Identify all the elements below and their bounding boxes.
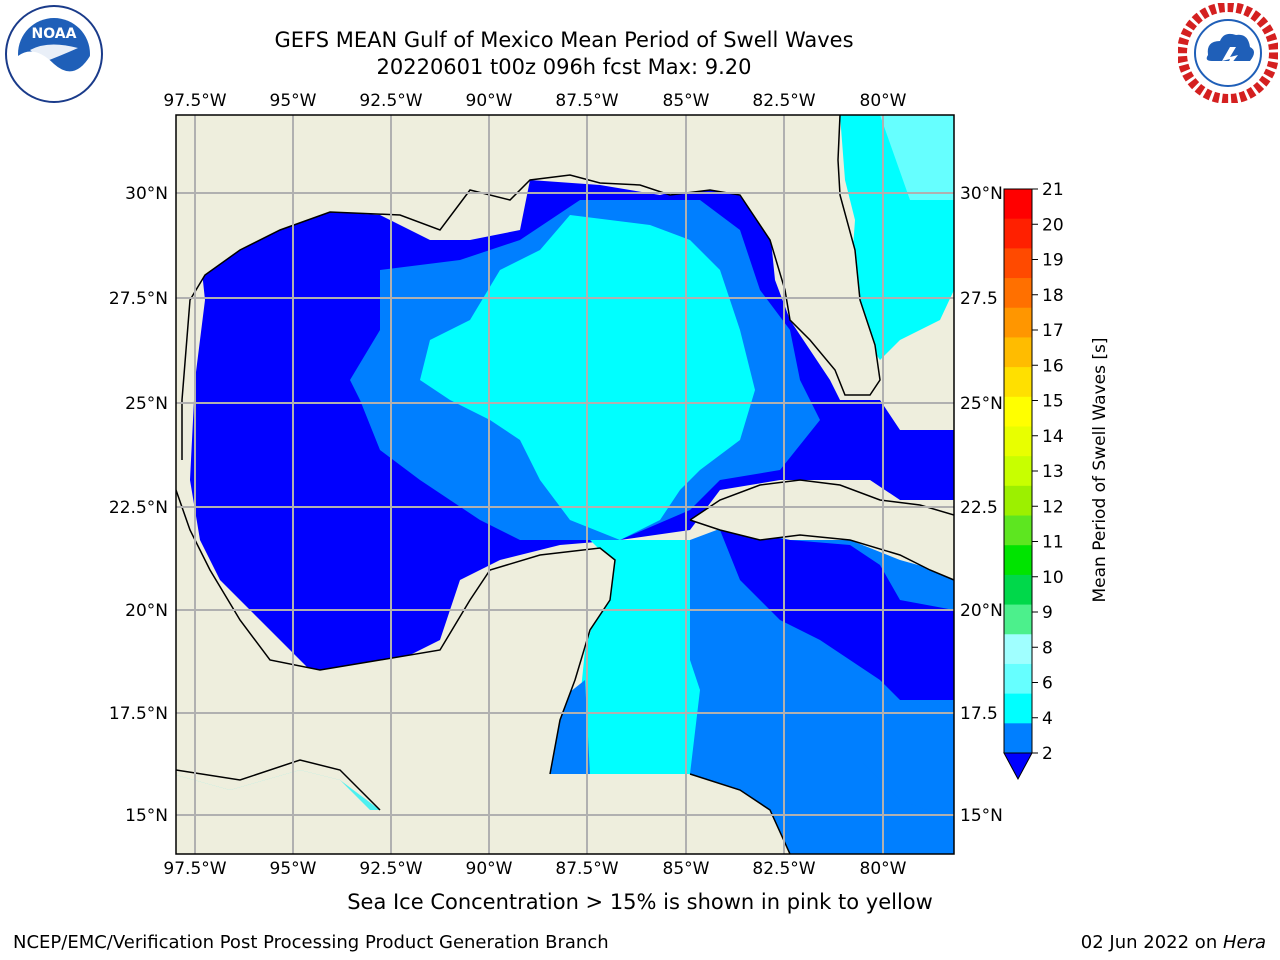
colorbar-segment bbox=[1004, 337, 1032, 368]
footer-date: 02 Jun 2022 on Hera bbox=[1081, 932, 1266, 953]
colorbar-segment bbox=[1004, 218, 1032, 249]
lon-label: 85°W bbox=[663, 859, 710, 879]
colorbar-label: Mean Period of Swell Waves [s] bbox=[1090, 338, 1110, 603]
lon-label: 90°W bbox=[466, 859, 513, 879]
lat-label: 25°N bbox=[125, 394, 168, 414]
lat-label: 25°N bbox=[960, 394, 1003, 414]
lon-label: 92.5°W bbox=[359, 91, 422, 111]
lat-label: 27.5°N bbox=[109, 289, 168, 309]
lat-label: 27.5 bbox=[960, 289, 998, 309]
lon-label: 87.5°W bbox=[555, 859, 618, 879]
colorbar-segment bbox=[1004, 307, 1032, 338]
lat-label: 22.5°N bbox=[109, 498, 168, 518]
colorbar-tick-label: 8 bbox=[1042, 638, 1053, 658]
lat-label: 30°N bbox=[960, 184, 1003, 204]
colorbar-segment bbox=[1004, 515, 1032, 546]
lon-label: 90°W bbox=[466, 91, 513, 111]
colorbar-segment bbox=[1004, 456, 1032, 487]
colorbar-tick-label: 6 bbox=[1042, 674, 1053, 694]
noaa-logo-text: NOAA bbox=[32, 26, 77, 42]
lon-label: 95°W bbox=[270, 859, 317, 879]
colorbar-tick-label: 11 bbox=[1042, 533, 1064, 553]
colorbar-extend-arrow bbox=[1003, 752, 1033, 781]
map-subtitle: 20220601 t00z 096h fcst Max: 9.20 bbox=[376, 55, 752, 79]
colorbar-segment bbox=[1004, 248, 1032, 279]
colorbar-tick-label: 15 bbox=[1042, 392, 1064, 412]
colorbar-segment bbox=[1004, 604, 1032, 635]
map-grid bbox=[176, 115, 954, 854]
colorbar-segment bbox=[1004, 545, 1032, 576]
colorbar-segment bbox=[1004, 574, 1032, 606]
colorbar-segment bbox=[1004, 634, 1032, 665]
lat-label: 30°N bbox=[125, 184, 168, 204]
lat-label: 15°N bbox=[125, 806, 168, 826]
nws-logo bbox=[1178, 3, 1278, 103]
footer-date-text: 02 Jun 2022 on bbox=[1080, 932, 1223, 953]
colorbar-tick-label: 2 bbox=[1042, 744, 1053, 764]
colorbar-tick-label: 4 bbox=[1042, 709, 1053, 729]
lat-labels-right: 30°N 27.5 25°N 22.5 20°N 17.5 15°N bbox=[960, 184, 1003, 826]
colorbar-tick-label: 12 bbox=[1042, 497, 1064, 517]
colorbar-tick-label: 14 bbox=[1042, 427, 1064, 447]
map-frame bbox=[175, 114, 955, 855]
colorbar-segment bbox=[1004, 426, 1032, 457]
lon-label: 85°W bbox=[663, 91, 710, 111]
colorbar-segment bbox=[1004, 189, 1032, 220]
colorbar-segment bbox=[1004, 693, 1032, 724]
lon-label: 80°W bbox=[860, 859, 907, 879]
footer-host: Hera bbox=[1222, 932, 1266, 953]
colorbar-segment bbox=[1004, 485, 1032, 517]
lon-labels-top: 97.5°W 95°W 92.5°W 90°W 87.5°W 85°W 82.5… bbox=[163, 91, 906, 111]
lon-label: 82.5°W bbox=[752, 91, 815, 111]
colorbar-tick-label: 17 bbox=[1042, 321, 1064, 341]
lat-label: 17.5 bbox=[960, 704, 998, 724]
colorbar-segment bbox=[1004, 278, 1032, 309]
lon-label: 95°W bbox=[270, 91, 317, 111]
us-gulf-coast-land bbox=[176, 115, 880, 460]
colorbar-tick-label: 19 bbox=[1042, 251, 1064, 271]
colorbar: 21 20 19 18 17 16 15 14 13 12 11 10 9 8 6 4 2 bbox=[1003, 180, 1064, 781]
colorbar-tick-label: 9 bbox=[1042, 603, 1053, 623]
lon-label: 87.5°W bbox=[555, 91, 618, 111]
lat-label: 15°N bbox=[960, 806, 1003, 826]
lon-label: 80°W bbox=[860, 91, 907, 111]
lon-label: 97.5°W bbox=[163, 859, 226, 879]
colorbar-tick-label: 20 bbox=[1042, 215, 1064, 235]
map-title: GEFS MEAN Gulf of Mexico Mean Period of … bbox=[274, 28, 854, 52]
colorbar-segment bbox=[1004, 723, 1032, 754]
lat-label: 17.5°N bbox=[109, 704, 168, 724]
lon-label: 97.5°W bbox=[163, 91, 226, 111]
colorbar-tick-label: 18 bbox=[1042, 286, 1064, 306]
lat-label: 22.5 bbox=[960, 498, 998, 518]
noaa-logo: NOAA bbox=[5, 5, 103, 103]
sea-ice-note: Sea Ice Concentration > 15% is shown in … bbox=[347, 890, 933, 914]
colorbar-tick-label: 16 bbox=[1042, 356, 1064, 376]
lon-labels-bottom: 97.5°W 95°W 92.5°W 90°W 87.5°W 85°W 82.5… bbox=[163, 859, 906, 879]
footer-credit: NCEP/EMC/Verification Post Processing Pr… bbox=[13, 932, 609, 953]
colorbar-tick-label: 10 bbox=[1042, 568, 1064, 588]
colorbar-segment bbox=[1004, 663, 1032, 695]
mexico-land bbox=[176, 490, 760, 854]
cuba-land bbox=[690, 480, 954, 580]
colorbar-segment bbox=[1004, 396, 1032, 427]
lat-labels-left: 30°N 27.5°N 25°N 22.5°N 20°N 17.5°N 15°N bbox=[109, 184, 168, 826]
map-plot-area bbox=[176, 115, 954, 854]
colorbar-tick-label: 13 bbox=[1042, 462, 1064, 482]
lat-label: 20°N bbox=[125, 601, 168, 621]
lon-label: 82.5°W bbox=[752, 859, 815, 879]
lon-label: 92.5°W bbox=[359, 859, 422, 879]
colorbar-tick-label: 21 bbox=[1042, 180, 1064, 200]
lat-label: 20°N bbox=[960, 601, 1003, 621]
colorbar-segment bbox=[1004, 367, 1032, 398]
